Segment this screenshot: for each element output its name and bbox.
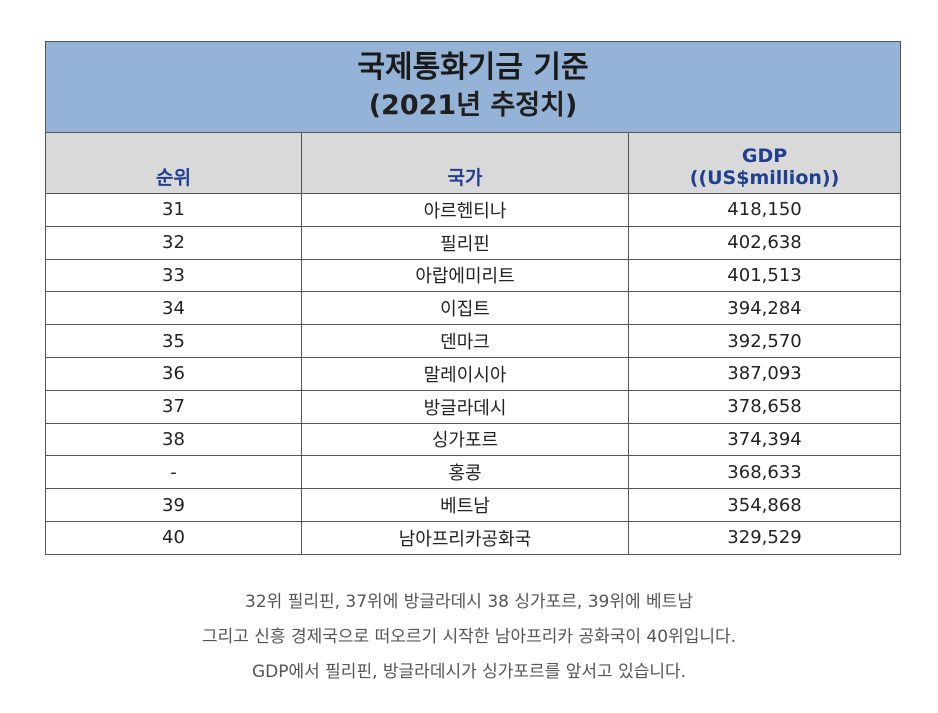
- table-row: - 홍콩 368,633: [45, 455, 902, 490]
- rank-cell: 31: [45, 193, 302, 227]
- country-cell: 싱가포르: [301, 422, 629, 457]
- footer-line-3: GDP에서 필리핀, 방글라데시가 싱가포르를 앞서고 있습니다.: [251, 662, 687, 682]
- table-row: 40 남아프리카공화국 329,529: [45, 520, 902, 555]
- gdp-cell: 374,394: [627, 422, 902, 457]
- table-row: 39 베트남 354,868: [45, 488, 902, 522]
- rank-cell: 38: [45, 422, 302, 457]
- table-body: 31 아르헨티나 418,150 32 필리핀 402,638 33 아랍에미리트 401,51…: [45, 193, 902, 555]
- footer-text: 32위 필리핀, 37위에 방글라데시 38 싱가포르, 39위에 베트남 그리…: [0, 585, 938, 690]
- gdp-cell: 418,150: [627, 193, 902, 227]
- country-cell: 필리핀: [301, 225, 629, 260]
- country-cell: 말레이시아: [301, 356, 629, 391]
- rank-cell: 32: [45, 225, 302, 260]
- gdp-cell: 368,633: [627, 455, 902, 490]
- table-header-row: 순위 국가 GDP ((US$million)): [45, 132, 902, 194]
- rank-cell: 40: [45, 520, 302, 555]
- table-row: 32 필리핀 402,638: [45, 225, 902, 260]
- table-row: 37 방글라데시 378,658: [45, 389, 902, 424]
- country-cell: 아랍에미리트: [301, 258, 629, 293]
- rank-cell: 36: [45, 356, 302, 391]
- country-cell: 이집트: [301, 291, 629, 326]
- country-column-header: 국가: [301, 132, 629, 194]
- rank-cell: 39: [45, 488, 302, 522]
- table-title-row: 국제통화기금 기준 (2021년 추정치): [44, 41, 902, 133]
- rank-column-header: 순위: [45, 132, 302, 194]
- gdp-cell: 387,093: [627, 356, 902, 391]
- gdp-cell: 378,658: [627, 389, 902, 424]
- table-row: 34 이집트 394,284: [45, 291, 902, 326]
- rank-cell: 35: [45, 324, 302, 358]
- gdp-cell: 354,868: [627, 488, 902, 522]
- gdp-cell: 394,284: [627, 291, 902, 326]
- footer-line-1: 32위 필리핀, 37위에 방글라데시 38 싱가포르, 39위에 베트남: [245, 592, 693, 612]
- gdp-column-header: GDP ((US$million)): [627, 132, 902, 194]
- gdp-cell: 329,529: [627, 520, 902, 555]
- table-row: 35 덴마크 392,570: [45, 324, 902, 358]
- rank-cell: 37: [45, 389, 302, 424]
- table-title-line1: 국제통화기금 기준: [357, 50, 589, 85]
- footer-line-2: 그리고 신흥 경제국으로 떠오르기 시작한 남아프리카 공화국이 40위입니다.: [201, 627, 737, 647]
- gdp-header-line1: GDP: [741, 145, 788, 167]
- gdp-cell: 402,638: [627, 225, 902, 260]
- country-cell: 아르헨티나: [301, 193, 629, 227]
- country-cell: 홍콩: [301, 455, 629, 490]
- country-cell: 방글라데시: [301, 389, 629, 424]
- table-title-line2: (2021년 추정치): [368, 90, 578, 121]
- gdp-cell: 401,513: [627, 258, 902, 293]
- gdp-header-line2: ((US$million)): [689, 167, 840, 189]
- table-title: 국제통화기금 기준 (2021년 추정치): [44, 41, 902, 133]
- table-row: 36 말레이시아 387,093: [45, 356, 902, 391]
- rank-cell: 34: [45, 291, 302, 326]
- country-cell: 베트남: [301, 488, 629, 522]
- gdp-cell: 392,570: [627, 324, 902, 358]
- table-row: 31 아르헨티나 418,150: [45, 193, 902, 227]
- rank-cell: -: [45, 455, 302, 490]
- rank-cell: 33: [45, 258, 302, 293]
- table-row: 38 싱가포르 374,394: [45, 422, 902, 457]
- country-cell: 남아프리카공화국: [301, 520, 629, 555]
- gdp-ranking-table: 국제통화기금 기준 (2021년 추정치) 순위 국가 GDP ((US$mil…: [44, 41, 902, 555]
- table-row: 33 아랍에미리트 401,513: [45, 258, 902, 293]
- country-cell: 덴마크: [301, 324, 629, 358]
